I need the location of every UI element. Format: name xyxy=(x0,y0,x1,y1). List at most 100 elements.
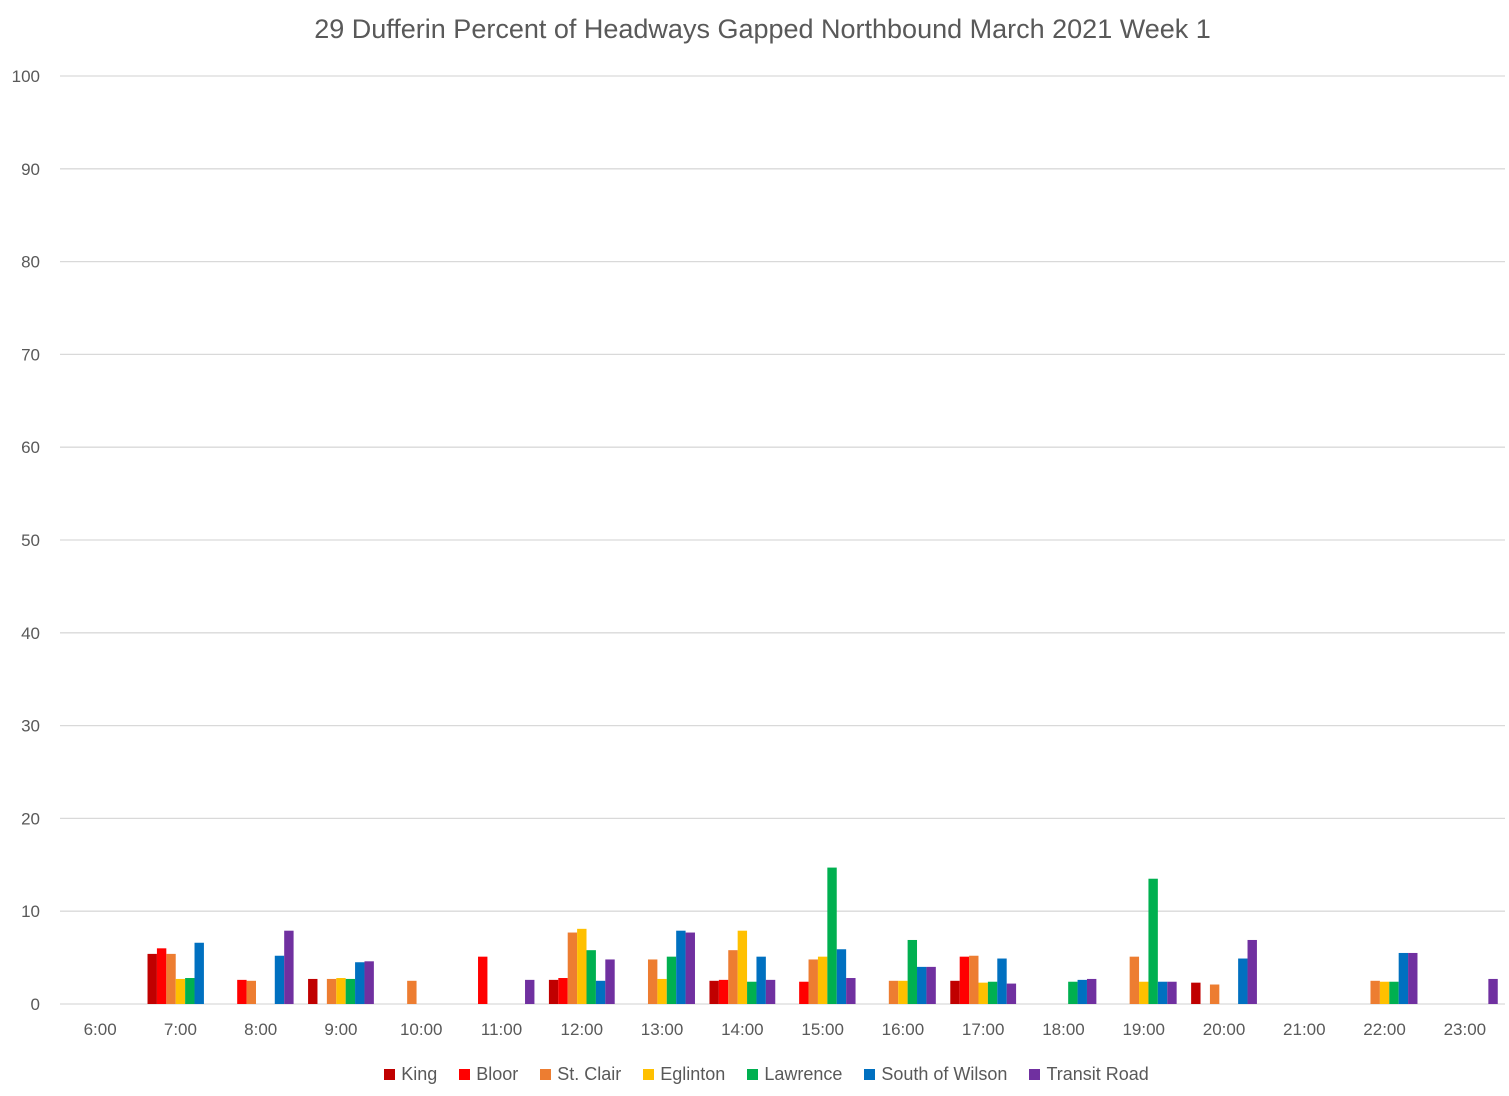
x-axis-tick-labels: 6:00 7:00 8:00 9:00 10:00 11:00 12:00 13:00 14:0… xyxy=(84,1020,1487,1039)
bar xyxy=(817,956,828,1004)
bar xyxy=(1139,981,1149,1004)
bar xyxy=(685,932,695,1004)
bar xyxy=(657,978,667,1004)
x-tick-label: 9:00 xyxy=(324,1020,357,1039)
x-tick-label: 12:00 xyxy=(561,1020,604,1039)
y-tick-label: 40 xyxy=(21,624,40,643)
bar xyxy=(987,981,998,1004)
bar xyxy=(647,959,658,1004)
bar xyxy=(1488,978,1498,1004)
bar xyxy=(1408,952,1418,1004)
bar xyxy=(978,982,988,1004)
bar xyxy=(1389,981,1399,1004)
bar xyxy=(407,980,417,1004)
y-tick-label: 20 xyxy=(21,809,40,828)
bar xyxy=(969,955,979,1004)
bar xyxy=(728,950,738,1004)
bar xyxy=(364,961,374,1004)
bar xyxy=(1398,952,1409,1004)
legend-item: St. Clair xyxy=(540,1064,621,1085)
bar xyxy=(1379,981,1390,1004)
bars xyxy=(147,867,1498,1004)
legend-label: Lawrence xyxy=(764,1064,843,1084)
bar xyxy=(1068,981,1078,1004)
x-tick-label: 23:00 xyxy=(1444,1020,1487,1039)
bar xyxy=(548,979,559,1004)
legend-swatch xyxy=(1029,1069,1041,1080)
y-tick-label: 80 xyxy=(21,253,40,272)
gridlines xyxy=(60,75,1505,1005)
x-tick-label: 16:00 xyxy=(882,1020,925,1039)
legend-swatch xyxy=(643,1069,655,1080)
legend-swatch xyxy=(459,1069,471,1080)
chart-title: 29 Dufferin Percent of Headways Gapped N… xyxy=(314,14,1211,44)
legend-item: South of Wilson xyxy=(864,1064,1007,1085)
bar xyxy=(1006,983,1017,1004)
legend-label: Bloor xyxy=(476,1064,519,1084)
bar xyxy=(709,980,719,1004)
y-tick-label: 100 xyxy=(12,67,40,86)
x-tick-label: 13:00 xyxy=(641,1020,684,1039)
y-axis-tick-labels: 0 10 20 30 40 50 60 70 80 90 100 xyxy=(12,67,40,1014)
x-tick-label: 14:00 xyxy=(721,1020,764,1039)
bar xyxy=(926,966,936,1004)
legend-label: St. Clair xyxy=(557,1064,622,1084)
x-tick-label: 17:00 xyxy=(962,1020,1005,1039)
bar xyxy=(666,956,677,1004)
legend-label: South of Wilson xyxy=(881,1064,1008,1084)
x-tick-label: 7:00 xyxy=(164,1020,197,1039)
bar xyxy=(166,953,176,1004)
bar xyxy=(827,867,837,1004)
bar xyxy=(756,956,766,1004)
legend-label: Transit Road xyxy=(1046,1064,1149,1084)
legend-item: Lawrence xyxy=(747,1064,842,1085)
bar xyxy=(907,939,918,1004)
bar xyxy=(718,979,729,1004)
bar xyxy=(175,978,186,1004)
bar xyxy=(799,981,809,1004)
bar xyxy=(478,956,488,1004)
bar xyxy=(950,980,960,1004)
y-tick-label: 90 xyxy=(21,160,40,179)
legend-swatch xyxy=(864,1069,876,1080)
bar xyxy=(595,980,606,1004)
bar xyxy=(308,978,318,1004)
bar xyxy=(888,980,899,1004)
x-tick-label: 6:00 xyxy=(84,1020,117,1039)
bar xyxy=(997,958,1007,1004)
bar xyxy=(567,932,578,1004)
bar xyxy=(836,949,847,1004)
legend-swatch xyxy=(384,1069,396,1080)
bar xyxy=(676,930,686,1004)
bar xyxy=(1086,978,1097,1004)
bar xyxy=(605,959,615,1004)
bar xyxy=(1077,979,1087,1004)
bar xyxy=(194,942,204,1004)
bar xyxy=(336,978,346,1004)
x-tick-label: 11:00 xyxy=(481,1020,522,1039)
bar xyxy=(1129,956,1140,1004)
bar xyxy=(846,978,856,1004)
bar xyxy=(558,978,568,1004)
bar xyxy=(1209,984,1220,1004)
bar xyxy=(1148,878,1158,1004)
legend-swatch xyxy=(540,1069,552,1080)
x-tick-label: 19:00 xyxy=(1122,1020,1165,1039)
bar xyxy=(577,928,587,1004)
x-tick-label: 21:00 xyxy=(1283,1020,1326,1039)
bar xyxy=(345,978,356,1004)
x-tick-label: 8:00 xyxy=(244,1020,277,1039)
x-tick-label: 10:00 xyxy=(400,1020,443,1039)
bar xyxy=(246,980,256,1004)
bar xyxy=(1370,980,1380,1004)
legend: King Bloor St. Clair Eglinton Lawrence South … xyxy=(0,1064,1509,1085)
x-tick-label: 15:00 xyxy=(801,1020,844,1039)
x-tick-label: 18:00 xyxy=(1042,1020,1085,1039)
bar xyxy=(156,948,167,1004)
y-tick-label: 0 xyxy=(31,995,40,1014)
legend-item: Transit Road xyxy=(1029,1064,1149,1085)
bar xyxy=(1247,939,1257,1004)
legend-item: King xyxy=(384,1064,437,1085)
legend-item: Eglinton xyxy=(643,1064,725,1085)
